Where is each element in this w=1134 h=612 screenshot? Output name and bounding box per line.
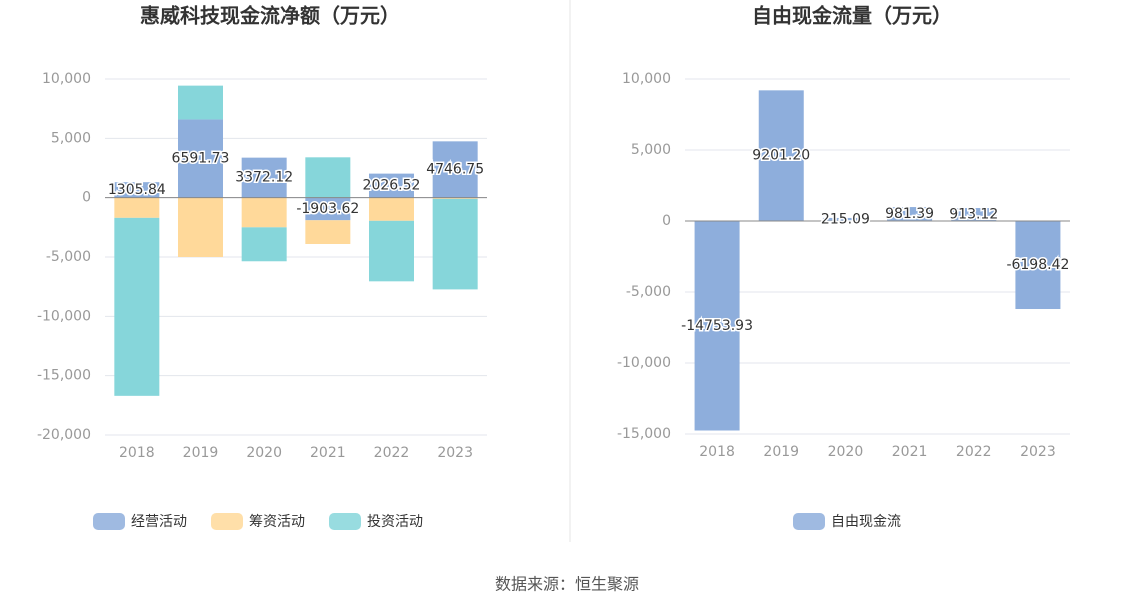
bar: [369, 197, 414, 221]
bar: [114, 197, 160, 218]
x-tick-label: 2019: [763, 444, 799, 460]
value-label: 981.39: [885, 206, 934, 222]
bar: [241, 157, 287, 198]
x-tick-label: 2022: [374, 445, 410, 461]
bar: [178, 85, 223, 120]
legend-label: 投资活动: [367, 514, 423, 530]
x-tick-label: 2018: [119, 445, 155, 461]
legend-swatch: [211, 513, 243, 530]
legend-label: 自由现金流: [831, 514, 901, 530]
value-label: -1903.62: [296, 201, 359, 217]
source-note: 数据来源：恒生聚源: [495, 575, 639, 594]
value-label: 215.09: [821, 211, 870, 227]
bar: [114, 217, 160, 396]
bar: [178, 119, 223, 198]
bar: [822, 217, 868, 221]
bar: [369, 173, 414, 198]
bar: [369, 220, 414, 282]
legend-label: 筹资活动: [249, 513, 305, 530]
value-label: 6591.73: [172, 151, 230, 167]
bar: [114, 182, 160, 198]
x-tick-label: 2023: [1020, 444, 1056, 460]
bar: [694, 221, 740, 431]
bar: [305, 220, 351, 244]
x-tick-label: 2018: [699, 444, 735, 460]
x-tick-label: 2021: [310, 445, 346, 461]
x-tick-label: 2023: [437, 445, 473, 461]
y-tick-label: -5,000: [46, 249, 91, 265]
y-tick-label: 0: [82, 190, 91, 206]
bar: [887, 207, 933, 221]
bar: [432, 197, 478, 199]
x-tick-label: 2020: [246, 445, 282, 461]
bar: [305, 157, 351, 198]
chart-title: 惠威科技现金流净额（万元）: [140, 4, 400, 28]
y-tick-label: 5,000: [51, 130, 91, 146]
bar: [758, 90, 804, 221]
legend-swatch: [793, 513, 825, 530]
value-label: 913.12: [949, 207, 998, 223]
bar: [241, 227, 287, 262]
bar: [178, 197, 223, 257]
bar: [1015, 221, 1061, 310]
chart-title: 自由现金流量（万元）: [752, 4, 952, 28]
bar: [432, 141, 478, 198]
y-tick-label: -10,000: [617, 355, 671, 371]
x-tick-label: 2020: [828, 444, 864, 460]
x-tick-label: 2022: [956, 444, 992, 460]
bar: [305, 197, 351, 221]
y-tick-label: 10,000: [42, 71, 91, 87]
value-label: 3372.12: [235, 170, 293, 186]
value-label: 1305.84: [108, 182, 166, 198]
bar: [432, 198, 478, 290]
y-tick-label: 0: [662, 213, 671, 229]
y-tick-label: 10,000: [622, 71, 671, 87]
y-tick-label: -15,000: [617, 426, 671, 442]
value-label: 4746.75: [426, 162, 484, 178]
x-tick-label: 2019: [183, 445, 219, 461]
y-tick-label: -5,000: [626, 284, 671, 300]
value-label: -14753.93: [681, 318, 753, 334]
bar: [951, 208, 997, 221]
value-label: 2026.52: [363, 178, 421, 194]
legend-label: 经营活动: [131, 514, 187, 530]
y-tick-label: -15,000: [37, 368, 91, 384]
y-tick-label: 5,000: [631, 142, 671, 158]
bar: [241, 197, 287, 228]
value-label: -6198.42: [1006, 257, 1069, 273]
legend-swatch: [93, 513, 125, 530]
y-tick-label: -20,000: [37, 427, 91, 443]
legend-swatch: [329, 513, 361, 530]
x-tick-label: 2021: [892, 444, 928, 460]
y-tick-label: -10,000: [37, 308, 91, 324]
value-label: 9201.20: [752, 148, 810, 164]
